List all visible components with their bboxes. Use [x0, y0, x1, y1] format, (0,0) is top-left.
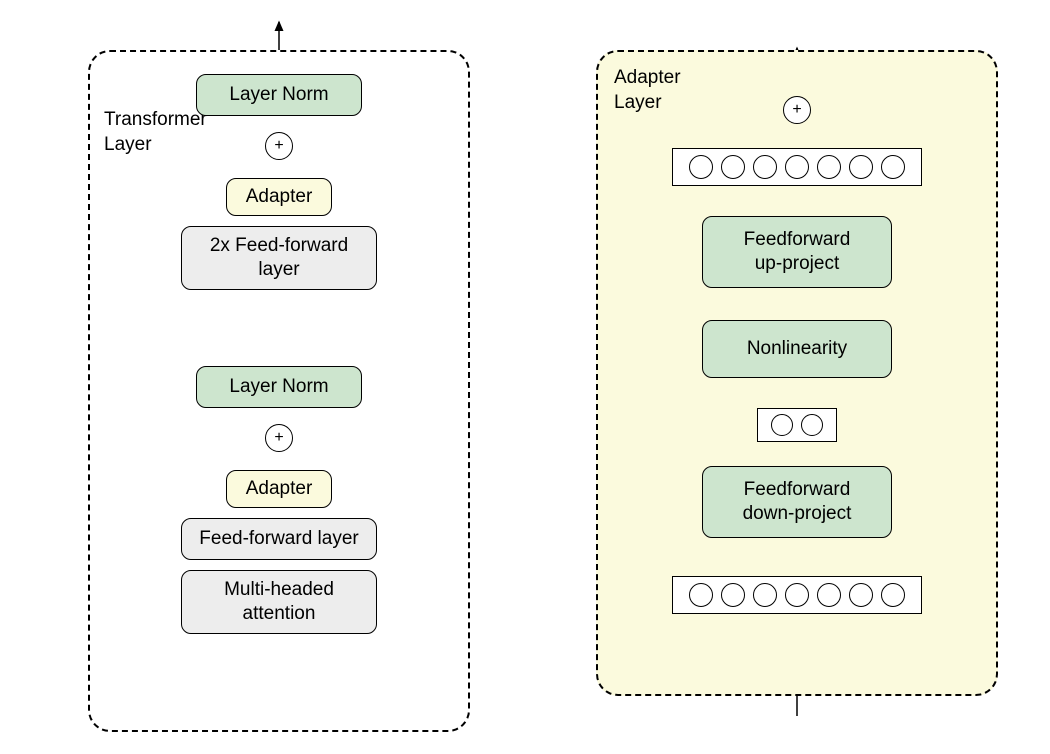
- block-layernorm-top: Layer Norm: [196, 74, 362, 116]
- block-label: Layer Norm: [229, 375, 328, 399]
- block-adapter-top: Adapter: [226, 178, 332, 216]
- diagram-canvas: Transformer Layer Layer Norm + Adapter 2…: [0, 0, 1050, 754]
- neuron-icon: [881, 583, 905, 607]
- transformer-layer-label: Transformer Layer: [104, 108, 207, 157]
- block-label: Feedforward up-project: [744, 228, 851, 276]
- block-ffn1: Feed-forward layer: [181, 518, 377, 560]
- block-down-project: Feedforward down-project: [702, 466, 892, 538]
- neuron-icon: [785, 583, 809, 607]
- block-layernorm-mid: Layer Norm: [196, 366, 362, 408]
- neuron-icon: [849, 583, 873, 607]
- neuron-icon: [753, 155, 777, 179]
- neuron-icon: [721, 155, 745, 179]
- block-up-project: Feedforward up-project: [702, 216, 892, 288]
- block-label: 2x Feed-forward layer: [210, 234, 348, 282]
- neuron-row-small: [757, 408, 837, 442]
- neuron-icon: [801, 414, 823, 436]
- block-label: Nonlinearity: [747, 337, 847, 361]
- neuron-icon: [785, 155, 809, 179]
- neuron-row-top: [672, 148, 922, 186]
- neuron-icon: [721, 583, 745, 607]
- neuron-icon: [689, 583, 713, 607]
- neuron-icon: [771, 414, 793, 436]
- block-adapter-bot: Adapter: [226, 470, 332, 508]
- neuron-icon: [753, 583, 777, 607]
- neuron-row-bottom: [672, 576, 922, 614]
- block-attention: Multi-headed attention: [181, 570, 377, 634]
- block-label: Multi-headed attention: [224, 578, 334, 626]
- plus-node-right: +: [783, 96, 811, 124]
- block-ffn2: 2x Feed-forward layer: [181, 226, 377, 290]
- block-label: Adapter: [246, 185, 313, 209]
- neuron-icon: [817, 155, 841, 179]
- block-label: Feed-forward layer: [199, 527, 358, 551]
- neuron-icon: [817, 583, 841, 607]
- block-label: Layer Norm: [229, 83, 328, 107]
- neuron-icon: [881, 155, 905, 179]
- plus-node-mid: +: [265, 424, 293, 452]
- block-label: Adapter: [246, 477, 313, 501]
- plus-node-top: +: [265, 132, 293, 160]
- neuron-icon: [849, 155, 873, 179]
- block-nonlinearity: Nonlinearity: [702, 320, 892, 378]
- adapter-layer-label: Adapter Layer: [614, 66, 681, 115]
- block-label: Feedforward down-project: [743, 478, 852, 526]
- neuron-icon: [689, 155, 713, 179]
